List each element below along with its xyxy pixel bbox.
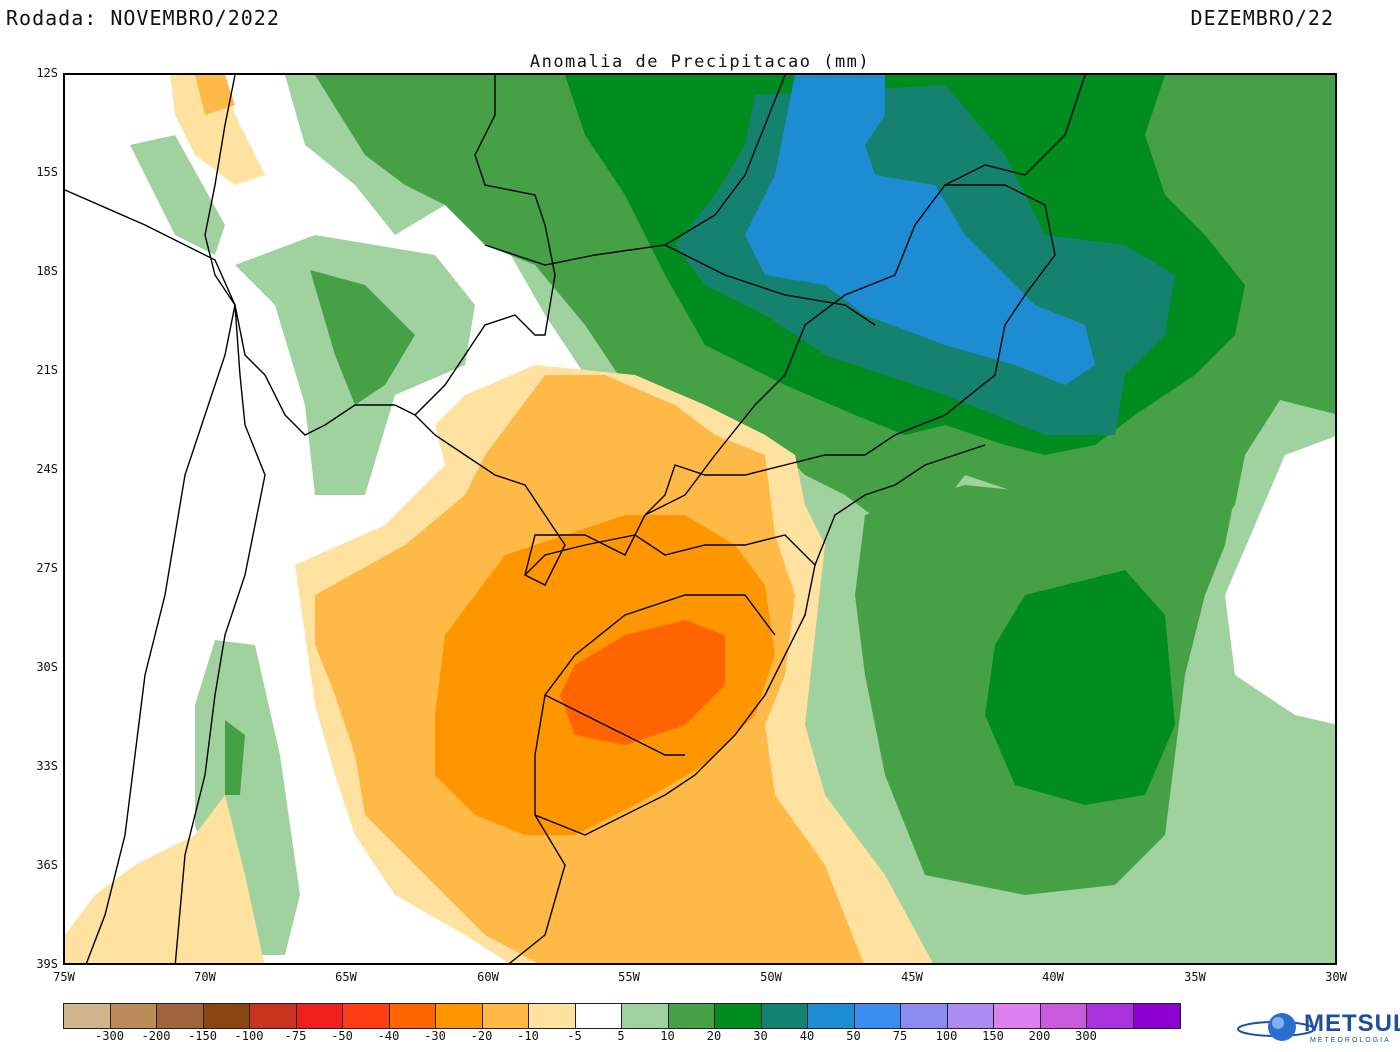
colorbar-label: -50 xyxy=(331,1029,353,1043)
colorbar-label: 10 xyxy=(660,1029,675,1043)
lat-label: 39S xyxy=(36,957,58,971)
colorbar-swatch xyxy=(1087,1004,1134,1028)
lat-label: 30S xyxy=(36,660,58,674)
colorbar-label: -30 xyxy=(424,1029,446,1043)
colorbar-label: 75 xyxy=(892,1029,908,1043)
lon-label: 60W xyxy=(477,970,499,984)
colorbar-swatch xyxy=(482,1004,529,1028)
colorbar-swatch xyxy=(296,1004,343,1028)
colorbar-label: 30 xyxy=(753,1029,768,1043)
colorbar-swatch xyxy=(110,1004,157,1028)
contour-red-orange xyxy=(560,620,725,745)
lon-label: 70W xyxy=(194,970,216,984)
colorbar-swatch xyxy=(947,1004,994,1028)
lat-label: 24S xyxy=(36,462,58,476)
lon-label: 55W xyxy=(618,970,640,984)
colorbar-swatch xyxy=(157,1004,204,1028)
colorbar-swatch xyxy=(203,1004,250,1028)
colorbar-swatch xyxy=(761,1004,808,1028)
colorbar-swatch xyxy=(250,1004,297,1028)
map-title: Anomalia de Precipitacao (mm) xyxy=(529,52,871,72)
colorbar-label: 5 xyxy=(617,1029,625,1043)
lon-label: 35W xyxy=(1184,970,1206,984)
lon-label: 45W xyxy=(901,970,923,984)
colorbar-label: 200 xyxy=(1028,1029,1051,1043)
colorbar-swatch xyxy=(622,1004,669,1028)
lat-label: 18S xyxy=(36,264,58,278)
country-borders xyxy=(65,75,1086,963)
lat-label: 33S xyxy=(36,759,58,773)
colorbar-swatch xyxy=(1040,1004,1087,1028)
logo-text: METSUL xyxy=(1304,1010,1400,1037)
logo-subtitle: METEOROLOGIA xyxy=(1310,1037,1391,1044)
lat-label: 12S xyxy=(36,66,58,80)
contour-blue xyxy=(745,75,1095,385)
colorbar-swatch xyxy=(854,1004,901,1028)
colorbar-swatch xyxy=(901,1004,948,1028)
colorbar-swatch xyxy=(436,1004,483,1028)
colorbar-label: -40 xyxy=(377,1029,400,1043)
lat-label: 27S xyxy=(36,561,58,575)
colorbar-label: -100 xyxy=(234,1029,264,1043)
colorbar-label: 100 xyxy=(935,1029,958,1043)
colorbar-label: -5 xyxy=(567,1029,582,1043)
colorbar-swatch xyxy=(808,1004,855,1028)
colorbar-label: -10 xyxy=(517,1029,539,1043)
colorbar-label: -200 xyxy=(141,1029,171,1043)
colorbar-swatch xyxy=(575,1004,622,1028)
colorbar-label: -75 xyxy=(284,1029,307,1043)
colorbar-label: 50 xyxy=(846,1029,861,1043)
lat-label: 15S xyxy=(36,165,58,179)
colorbar-swatch xyxy=(668,1004,715,1028)
colorbar-label: 150 xyxy=(982,1029,1004,1043)
colorbar-swatch xyxy=(529,1004,576,1028)
colorbar-label: 300 xyxy=(1075,1029,1097,1043)
lon-label: 50W xyxy=(760,970,782,984)
metsul-logo-icon xyxy=(1237,1013,1315,1041)
forecast-month-label: DEZEMBRO/22 xyxy=(1190,6,1334,30)
run-label: Rodada: NOVEMBRO/2022 xyxy=(6,6,280,30)
colorbar-swatch xyxy=(389,1004,436,1028)
lon-label: 30W xyxy=(1325,970,1347,984)
lon-label: 40W xyxy=(1042,970,1064,984)
colorbar-swatch xyxy=(715,1004,762,1028)
lon-label: 75W xyxy=(53,970,75,984)
colorbar-label: -20 xyxy=(470,1029,493,1043)
anomaly-map xyxy=(65,75,1335,963)
colorbar-swatch xyxy=(994,1004,1041,1028)
lat-label: 36S xyxy=(36,858,58,872)
colorbar-label: 40 xyxy=(799,1029,815,1043)
colorbar xyxy=(63,1003,1181,1029)
lon-label: 65W xyxy=(335,970,357,984)
colorbar-swatch xyxy=(64,1004,111,1028)
colorbar-swatch xyxy=(1133,1004,1180,1028)
lat-label: 21S xyxy=(36,363,58,377)
colorbar-swatch xyxy=(343,1004,390,1028)
colorbar-label: -300 xyxy=(95,1029,124,1043)
colorbar-label: 20 xyxy=(706,1029,722,1043)
map-frame xyxy=(63,73,1337,965)
colorbar-label: -150 xyxy=(188,1029,217,1043)
